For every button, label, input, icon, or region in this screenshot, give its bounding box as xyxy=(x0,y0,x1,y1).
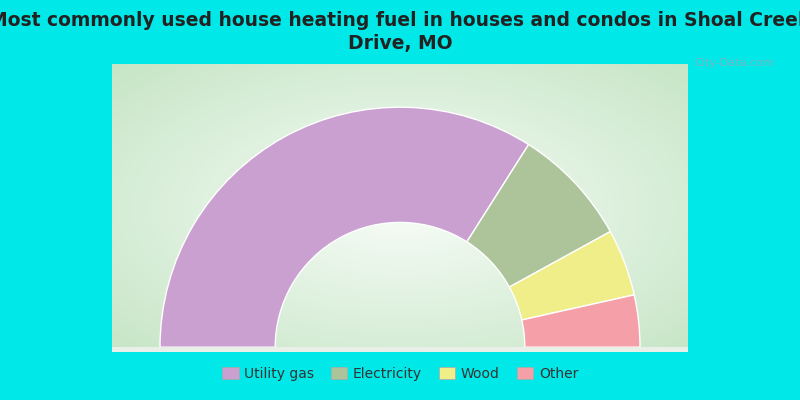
Wedge shape xyxy=(510,232,634,320)
Bar xyxy=(88,347,712,364)
Wedge shape xyxy=(467,144,610,287)
Text: Most commonly used house heating fuel in houses and condos in Shoal Creek
Drive,: Most commonly used house heating fuel in… xyxy=(0,12,800,52)
Legend: Utility gas, Electricity, Wood, Other: Utility gas, Electricity, Wood, Other xyxy=(216,362,584,386)
Wedge shape xyxy=(522,295,640,347)
Wedge shape xyxy=(160,107,529,347)
Text: City-Data.com: City-Data.com xyxy=(694,58,774,68)
